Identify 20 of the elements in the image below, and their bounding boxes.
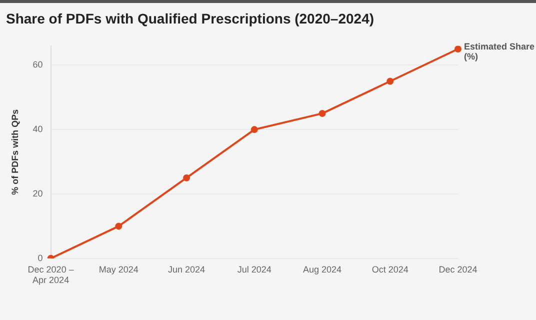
point [250, 126, 258, 134]
point [386, 78, 394, 85]
chart-title: Share of PDFs with Qualified Prescriptions (2020–2024) [6, 10, 374, 26]
point [454, 46, 462, 53]
y-tick-label: 40 [32, 124, 43, 134]
point [115, 222, 122, 230]
x-tick-label: May 2024 [98, 264, 138, 274]
point [318, 110, 326, 117]
x-tick-label: Dec 2024 [438, 264, 478, 274]
y-tick-label: 60 [32, 60, 43, 70]
x-tick-label: Jul 2024 [237, 264, 272, 274]
x-tick-label: Jun 2024 [168, 264, 206, 274]
y-tick-label: 20 [32, 188, 43, 198]
y-axis-title: % of PDFs with QPs [10, 109, 20, 195]
point [183, 174, 190, 182]
series-label: Estimated Share (%) [464, 42, 535, 62]
x-tick-label: Oct 2024 [372, 264, 408, 274]
y-tick-label: 0 [38, 252, 43, 263]
x-tick-label: Aug 2024 [302, 264, 342, 274]
x-tick-label: Dec 2020 – Apr 2024 [28, 264, 74, 286]
